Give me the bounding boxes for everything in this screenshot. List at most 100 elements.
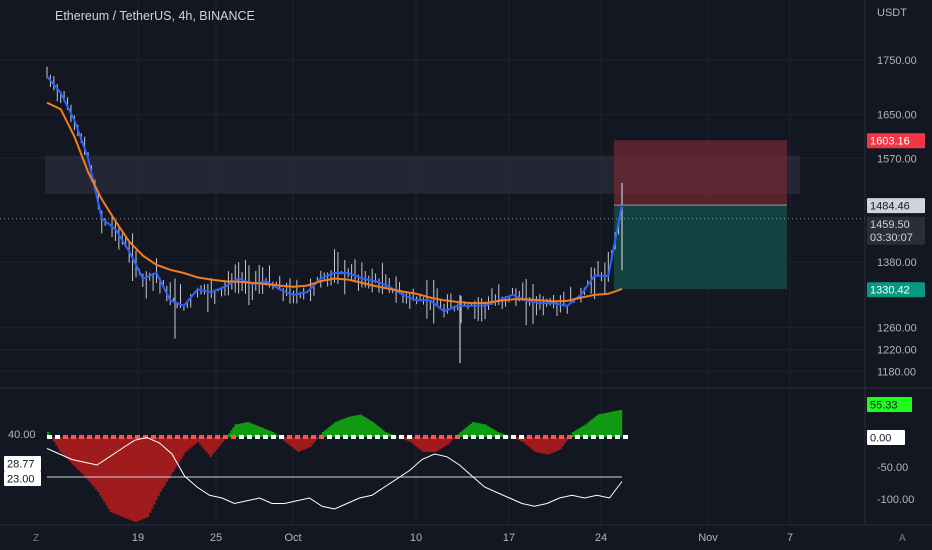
oscillator-histogram-bar [494, 430, 498, 437]
oscillator-histogram-bar [590, 419, 594, 437]
oscillator-zero-dot [255, 435, 260, 439]
time-axis-tick: 19 [132, 532, 144, 544]
oscillator-histogram-bar [74, 437, 77, 467]
oscillator-histogram-bar [67, 437, 71, 461]
oscillator-histogram-bar [217, 437, 221, 447]
oscillator-histogram-bar [417, 437, 421, 449]
oscillator-histogram-bar [176, 437, 179, 466]
oscillator-zero-dot [311, 435, 316, 439]
oscillator-zero-dot [303, 435, 308, 439]
oscillator-histogram-bar [582, 425, 585, 437]
oscillator-histogram-bar [249, 422, 252, 437]
oscillator-histogram-bar [551, 437, 554, 453]
price-axis-tick: 1750.00 [877, 55, 917, 67]
oscillator-histogram-bar [186, 437, 189, 451]
oscillator-histogram-bar [538, 437, 541, 453]
oscillator-histogram-bar [426, 437, 429, 452]
oscillator-histogram-bar [228, 433, 231, 437]
oscillator-histogram-bar [178, 437, 181, 462]
oscillator-histogram-bar [340, 419, 344, 437]
oscillator-histogram-bar [603, 413, 606, 437]
oscillator-histogram-bar [111, 437, 114, 513]
oscillator-histogram-bar [142, 437, 146, 519]
oscillator-histogram-bar [184, 437, 187, 452]
oscillator-histogram-bar [134, 437, 137, 522]
oscillator-histogram-bar [382, 430, 385, 437]
oscillator-axis-tick: -50.00 [877, 462, 908, 474]
oscillator-zero-dot [375, 435, 380, 439]
oscillator-histogram-bar [407, 437, 410, 442]
oscillator-zero-dot [399, 435, 404, 439]
oscillator-histogram-bar [430, 437, 433, 452]
oscillator-histogram-bar [574, 430, 577, 437]
oscillator-zero-dot [503, 435, 508, 439]
oscillator-histogram-bar [205, 437, 208, 452]
oscillator-zero-dot [463, 435, 468, 439]
oscillator-histogram-bar [444, 437, 448, 446]
oscillator-zero-dot [431, 435, 436, 439]
oscillator-zero-dot [87, 435, 92, 439]
oscillator-histogram-bar [584, 424, 587, 437]
oscillator-histogram-bar [522, 437, 525, 442]
oscillator-histogram-bar [163, 437, 166, 486]
oscillator-histogram-bar [476, 422, 479, 437]
oscillator-histogram-bar [47, 432, 50, 437]
oscillator-histogram-bar [347, 417, 350, 437]
oscillator-histogram-bar [592, 417, 596, 437]
oscillator-histogram-bar [232, 427, 235, 437]
oscillator-histogram-bar [207, 437, 210, 455]
oscillator-histogram-bar [336, 421, 339, 437]
oscillator-histogram-bar [428, 437, 431, 452]
oscillator-zero-dot [511, 435, 516, 439]
oscillator-histogram-bar [449, 437, 452, 443]
time-axis-tick: 24 [595, 532, 607, 544]
oscillator-histogram-bar [84, 437, 87, 477]
oscillator-histogram-bar [397, 437, 400, 438]
oscillator-histogram-bar [507, 436, 510, 437]
oscillator-histogram-bar [534, 437, 537, 452]
oscillator-histogram-bar [57, 437, 60, 449]
oscillator-histogram-bar [197, 437, 200, 442]
oscillator-left-tag-bg [4, 471, 41, 486]
oscillator-zero-dot [111, 435, 116, 439]
oscillator-zero-dot [63, 435, 68, 439]
oscillator-histogram-bar [297, 437, 300, 452]
oscillator-histogram-bar [611, 411, 614, 437]
oscillator-zero-dot [447, 435, 452, 439]
oscillator-histogram-bar [615, 410, 619, 437]
oscillator-histogram-bar [465, 427, 469, 437]
oscillator-histogram-bar [107, 437, 110, 509]
oscillator-zero-dot [567, 435, 572, 439]
oscillator-zero-dot [479, 435, 484, 439]
oscillator-histogram-bar [234, 424, 237, 437]
oscillator-zero-dot [175, 435, 180, 439]
oscillator-histogram-bar [563, 437, 566, 444]
oscillator-histogram-bar [490, 428, 494, 437]
oscillator-zero-dot [335, 435, 340, 439]
price-lines [46, 75, 623, 313]
oscillator-histogram-bar [92, 437, 96, 487]
oscillator-histogram-bar [517, 437, 521, 441]
oscillator-histogram-bar [288, 437, 291, 446]
oscillator-zero-dot [327, 435, 332, 439]
oscillator-histogram-bar [330, 425, 333, 437]
oscillator-histogram-bar [480, 423, 483, 437]
oscillator-histogram-bar [59, 437, 62, 452]
oscillator-histogram-bar [384, 432, 387, 437]
oscillator-histogram-bar [440, 437, 444, 449]
oscillator-histogram-bar [328, 427, 331, 437]
countdown-tag-bg [867, 229, 925, 245]
oscillator-zero-dot [191, 435, 196, 439]
oscillator-histogram-bar [90, 437, 94, 485]
oscillator-histogram-bar [324, 430, 327, 437]
oscillator-histogram-bar [413, 437, 416, 446]
zoom-glyph: Z [33, 533, 39, 544]
oscillator-histogram-bar [609, 412, 612, 437]
oscillator-histogram-bar [353, 415, 356, 437]
oscillator-histogram-bar [194, 437, 198, 444]
stop-price-tag: 1603.16 [870, 136, 910, 148]
oscillator-histogram-bar [307, 437, 310, 448]
oscillator-histogram-bar [484, 424, 487, 437]
price-axis-tick: 1650.00 [877, 110, 917, 122]
